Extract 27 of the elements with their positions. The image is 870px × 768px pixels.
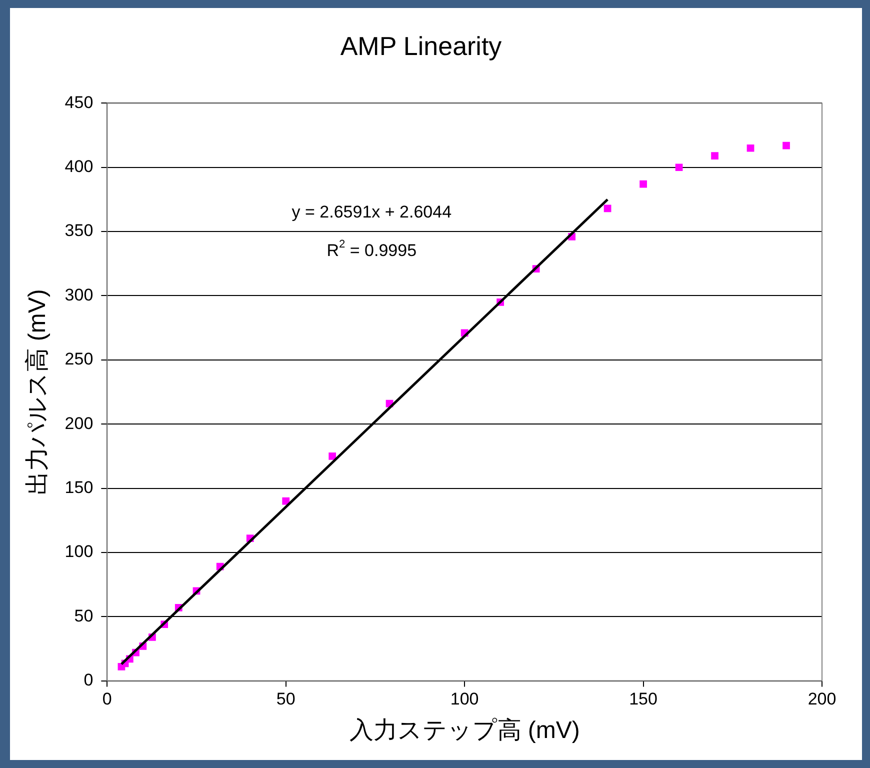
y-axis-title: 出力パルス高 (mV) <box>24 289 52 495</box>
y-tick-label: 250 <box>64 350 94 369</box>
point <box>746 144 754 152</box>
point <box>282 497 290 505</box>
y-tick-label: 200 <box>64 414 94 433</box>
y-tick-label: 450 <box>64 92 94 112</box>
y-tick-label: 400 <box>64 157 94 176</box>
y-tick-label: 50 <box>74 606 94 626</box>
y-tick-label: 100 <box>64 542 94 562</box>
chart-title: AMP Linearity <box>340 30 502 61</box>
x-tick-label: 100 <box>450 690 479 709</box>
x-tick-label: 200 <box>808 690 836 709</box>
point <box>675 164 683 172</box>
point <box>604 204 612 212</box>
y-tick-label: 350 <box>64 221 94 240</box>
point <box>328 452 336 460</box>
y-tick-label: 150 <box>64 478 94 497</box>
point <box>640 180 647 188</box>
y-tick-label: 0 <box>84 670 94 690</box>
x-tick-label: 0 <box>102 690 112 709</box>
y-tick-label: 300 <box>64 285 94 304</box>
annotation: y = 2.6591x + 2.6044 <box>292 202 452 222</box>
x-tick-label: 50 <box>276 690 296 709</box>
point <box>711 152 718 160</box>
point <box>782 142 790 150</box>
x-tick-label: 150 <box>629 690 658 709</box>
x-axis-title: 入力ステップ高 (mV) <box>349 717 580 744</box>
